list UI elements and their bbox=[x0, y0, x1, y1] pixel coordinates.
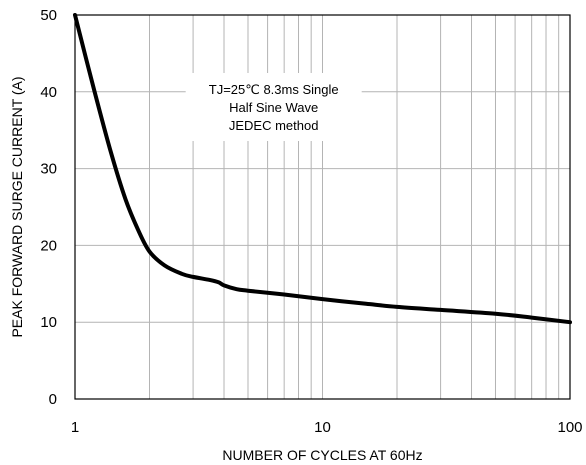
tick-labels: 1 10 100 0 10 20 30 40 50 bbox=[40, 7, 582, 436]
annotation-line-1: TJ=25℃ 8.3ms Single bbox=[209, 82, 339, 97]
x-tick-label: 10 bbox=[314, 419, 331, 436]
annotation-box: TJ=25℃ 8.3ms Single Half Sine Wave JEDEC… bbox=[185, 73, 362, 141]
annotation-background bbox=[185, 73, 362, 141]
x-tick-label: 1 bbox=[71, 419, 79, 436]
y-tick-label: 40 bbox=[40, 84, 57, 101]
y-tick-label: 50 bbox=[40, 7, 57, 24]
grid bbox=[75, 15, 570, 399]
annotation-line-3: JEDEC method bbox=[229, 118, 319, 133]
plot-frame bbox=[74, 14, 571, 400]
y-tick-label: 20 bbox=[40, 237, 57, 254]
x-axis-title: NUMBER OF CYCLES AT 60Hz bbox=[222, 447, 422, 463]
annotation-line-2: Half Sine Wave bbox=[229, 100, 318, 115]
y-axis-title: PEAK FORWARD SURGE CURRENT (A) bbox=[9, 76, 25, 337]
x-tick-label: 100 bbox=[557, 419, 582, 436]
surge-current-curve bbox=[73, 13, 572, 325]
y-tick-label: 10 bbox=[40, 314, 57, 331]
y-tick-label: 30 bbox=[40, 161, 57, 178]
y-tick-label: 0 bbox=[49, 391, 57, 408]
